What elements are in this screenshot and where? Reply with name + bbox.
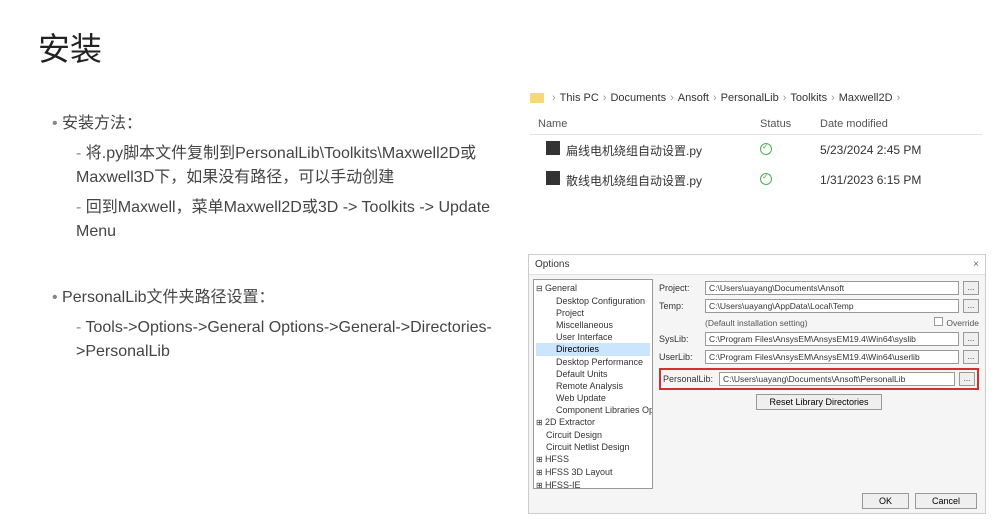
browse-button[interactable]: ... bbox=[963, 281, 979, 295]
status-ok-icon bbox=[760, 143, 772, 155]
content-left: 安装方法： 将.py脚本文件复制到PersonalLib\Toolkits\Ma… bbox=[52, 112, 512, 370]
options-form: Project: C:\Users\uayang\Documents\Ansof… bbox=[657, 275, 985, 493]
crumb[interactable]: Ansoft bbox=[678, 92, 709, 104]
syslib-input[interactable]: C:\Program Files\AnsysEM\AnsysEM19.4\Win… bbox=[705, 332, 959, 346]
tree-item[interactable]: 2D Extractor bbox=[536, 416, 650, 429]
file-date: 5/23/2024 2:45 PM bbox=[820, 143, 982, 157]
python-file-icon bbox=[546, 171, 560, 185]
tree-item[interactable]: HFSS bbox=[536, 453, 650, 466]
tree-item[interactable]: User Interface bbox=[536, 331, 650, 343]
browse-button[interactable]: ... bbox=[963, 332, 979, 346]
col-name[interactable]: Name bbox=[530, 118, 760, 130]
tree-item[interactable]: Miscellaneous bbox=[536, 319, 650, 331]
file-explorer: ›This PC ›Documents ›Ansoft ›PersonalLib… bbox=[530, 88, 982, 195]
tree-item[interactable]: Component Libraries Options bbox=[536, 404, 650, 416]
tree-item[interactable]: Desktop Configuration bbox=[536, 295, 650, 307]
options-dialog: Options × GeneralDesktop ConfigurationPr… bbox=[528, 254, 986, 514]
tree-item[interactable]: Circuit Netlist Design bbox=[536, 441, 650, 453]
override-checkbox[interactable] bbox=[934, 317, 943, 326]
tree-item[interactable]: Project bbox=[536, 307, 650, 319]
tree-item[interactable]: HFSS 3D Layout bbox=[536, 466, 650, 479]
tree-item[interactable]: HFSS-IE bbox=[536, 479, 650, 489]
section1-item2: 回到Maxwell，菜单Maxwell2D或3D -> Toolkits -> … bbox=[76, 196, 512, 244]
browse-button[interactable]: ... bbox=[963, 299, 979, 313]
explorer-header: Name Status Date modified bbox=[530, 114, 982, 135]
crumb[interactable]: PersonalLib bbox=[721, 92, 779, 104]
personallib-input[interactable]: C:\Users\uayang\Documents\Ansoft\Persona… bbox=[719, 372, 955, 386]
syslib-row: SysLib: C:\Program Files\AnsysEM\AnsysEM… bbox=[659, 332, 979, 346]
browse-button[interactable]: ... bbox=[959, 372, 975, 386]
section1-title: 安装方法： bbox=[52, 112, 512, 136]
crumb[interactable]: Toolkits bbox=[790, 92, 827, 104]
close-icon[interactable]: × bbox=[973, 259, 979, 270]
personallib-label: PersonalLib: bbox=[663, 374, 715, 384]
col-date[interactable]: Date modified bbox=[820, 118, 982, 130]
section2-item1: Tools->Options->General Options->General… bbox=[76, 316, 512, 364]
section1-item1: 将.py脚本文件复制到PersonalLib\Toolkits\Maxwell2… bbox=[76, 142, 512, 190]
crumb[interactable]: This PC bbox=[560, 92, 599, 104]
project-label: Project: bbox=[659, 283, 701, 293]
default-note: (Default installation setting) Override bbox=[705, 317, 979, 328]
override-label: Override bbox=[946, 318, 979, 328]
tree-item[interactable]: Directories bbox=[536, 343, 650, 355]
userlib-label: UserLib: bbox=[659, 352, 701, 362]
tree-item[interactable]: Circuit Design bbox=[536, 429, 650, 441]
python-file-icon bbox=[546, 141, 560, 155]
userlib-row: UserLib: C:\Program Files\AnsysEM\AnsysE… bbox=[659, 350, 979, 364]
col-status[interactable]: Status bbox=[760, 118, 820, 130]
file-name: 扁线电机绕组自动设置.py bbox=[566, 144, 702, 158]
file-row[interactable]: 扁线电机绕组自动设置.py 5/23/2024 2:45 PM bbox=[530, 135, 982, 165]
temp-label: Temp: bbox=[659, 301, 701, 311]
temp-input[interactable]: C:\Users\uayang\AppData\Local\Temp bbox=[705, 299, 959, 313]
file-row[interactable]: 散线电机绕组自动设置.py 1/31/2023 6:15 PM bbox=[530, 165, 982, 195]
project-row: Project: C:\Users\uayang\Documents\Ansof… bbox=[659, 281, 979, 295]
cancel-button[interactable]: Cancel bbox=[915, 493, 977, 509]
dialog-titlebar: Options × bbox=[529, 255, 985, 275]
tree-item[interactable]: Remote Analysis bbox=[536, 380, 650, 392]
ok-button[interactable]: OK bbox=[862, 493, 909, 509]
options-tree[interactable]: GeneralDesktop ConfigurationProjectMisce… bbox=[533, 279, 653, 489]
tree-item[interactable]: Web Update bbox=[536, 392, 650, 404]
breadcrumb[interactable]: ›This PC ›Documents ›Ansoft ›PersonalLib… bbox=[530, 88, 982, 114]
tree-item[interactable]: Desktop Performance bbox=[536, 356, 650, 368]
crumb[interactable]: Maxwell2D bbox=[839, 92, 893, 104]
personallib-highlight: PersonalLib: C:\Users\uayang\Documents\A… bbox=[659, 368, 979, 390]
status-ok-icon bbox=[760, 173, 772, 185]
folder-icon bbox=[530, 93, 544, 103]
temp-row: Temp: C:\Users\uayang\AppData\Local\Temp… bbox=[659, 299, 979, 313]
browse-button[interactable]: ... bbox=[963, 350, 979, 364]
project-input[interactable]: C:\Users\uayang\Documents\Ansoft bbox=[705, 281, 959, 295]
page-title: 安装 bbox=[38, 24, 102, 70]
file-date: 1/31/2023 6:15 PM bbox=[820, 173, 982, 187]
syslib-label: SysLib: bbox=[659, 334, 701, 344]
dialog-title: Options bbox=[535, 259, 569, 270]
tree-item[interactable]: Default Units bbox=[536, 368, 650, 380]
file-name: 散线电机绕组自动设置.py bbox=[566, 174, 702, 188]
userlib-input[interactable]: C:\Program Files\AnsysEM\AnsysEM19.4\Win… bbox=[705, 350, 959, 364]
section2-title: PersonalLib文件夹路径设置： bbox=[52, 286, 512, 310]
crumb[interactable]: Documents bbox=[610, 92, 666, 104]
tree-item[interactable]: General bbox=[536, 282, 650, 295]
reset-button[interactable]: Reset Library Directories bbox=[756, 394, 881, 410]
